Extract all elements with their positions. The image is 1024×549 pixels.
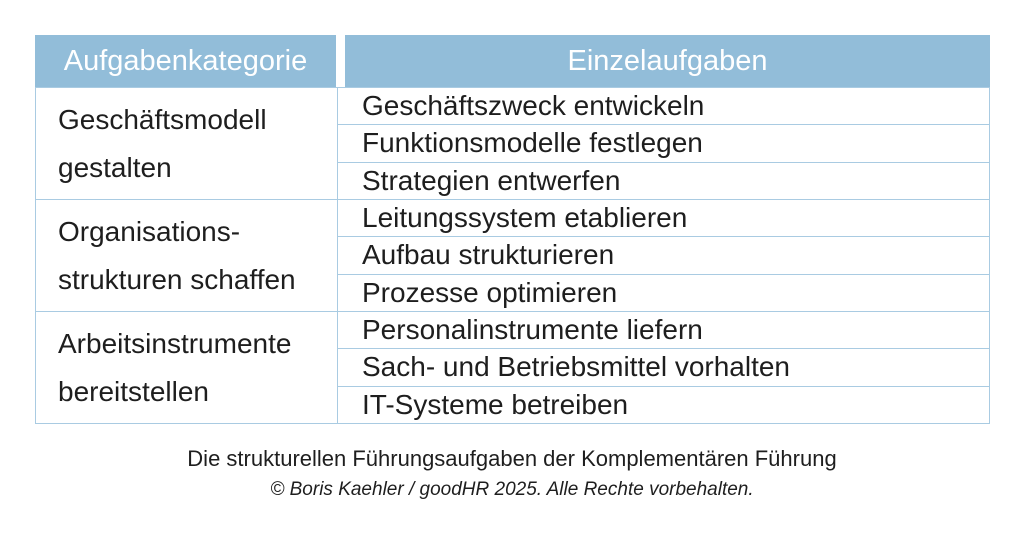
category-column: Geschäftsmodell gestalten Organisations-…	[36, 88, 338, 423]
table-body: Geschäftsmodell gestalten Organisations-…	[35, 87, 990, 424]
header-cell-tasks: Einzelaufgaben	[345, 35, 990, 87]
category-cell-arbeitsinstrumente: Arbeitsinstrumente bereitstellen	[36, 311, 337, 423]
header-cell-category: Aufgabenkategorie	[35, 35, 336, 87]
category-cell-geschaeftsmodell: Geschäftsmodell gestalten	[36, 88, 337, 199]
task-cell: Prozesse optimieren	[338, 273, 989, 311]
task-cell: Strategien entwerfen	[338, 161, 989, 199]
table-header-row: Aufgabenkategorie Einzelaufgaben	[35, 35, 990, 87]
figure-copyright: © Boris Kaehler / goodHR 2025. Alle Rech…	[270, 479, 754, 500]
tasks-column: Geschäftszweck entwickeln Funktionsmodel…	[338, 88, 989, 423]
task-cell: Geschäftszweck entwickeln	[362, 90, 705, 122]
task-cell: Leitungssystem etablieren	[338, 198, 989, 236]
task-cell: Personalinstrumente liefern	[338, 310, 989, 348]
task-cell: IT-Systeme betreiben	[338, 385, 989, 423]
figure-caption: Die strukturellen Führungsaufgaben der K…	[187, 446, 837, 471]
category-label: Geschäftsmodell gestalten	[58, 103, 267, 183]
task-cell: Aufbau strukturieren	[338, 236, 989, 273]
category-cell-organisationsstrukturen: Organisations- strukturen schaffen	[36, 199, 337, 311]
task-cell: Sach- und Betriebsmittel vorhalten	[338, 348, 989, 385]
task-cell: Funktionsmodelle festlegen	[338, 124, 989, 161]
category-label: Organisations- strukturen schaffen	[58, 215, 296, 295]
tasks-table: Aufgabenkategorie Einzelaufgaben Geschäf…	[35, 35, 990, 424]
category-label: Arbeitsinstrumente bereitstellen	[58, 327, 292, 407]
